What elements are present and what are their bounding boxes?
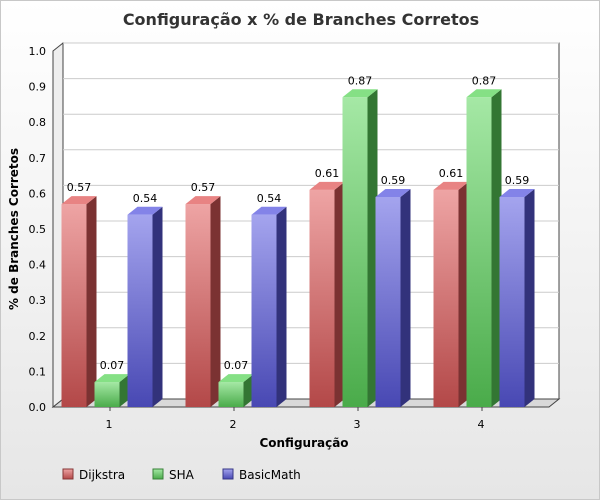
bar-sha: [218, 382, 244, 407]
data-label: 0.61: [315, 167, 340, 180]
legend-swatch-basicmath: [222, 468, 234, 480]
data-label: 0.59: [505, 174, 530, 187]
y-tick-label: 0.0: [29, 401, 47, 414]
bar-side-sha: [119, 374, 130, 407]
bar-side-basicmath: [152, 206, 163, 407]
bar-dijkstra: [309, 189, 335, 407]
bar-basicmath: [375, 196, 401, 407]
x-axis-ticks: 1 2 3 4: [106, 407, 485, 431]
data-label: 0.54: [257, 192, 282, 205]
bar-dijkstra: [185, 204, 211, 407]
bar-top-dijkstra: [309, 181, 345, 190]
bar-top-dijkstra: [433, 181, 469, 190]
data-label: 0.07: [100, 359, 125, 372]
y-tick-label: 1.0: [29, 45, 47, 58]
data-label: 0.61: [439, 167, 464, 180]
data-label: 0.57: [67, 181, 92, 194]
legend-label-basicmath: BasicMath: [239, 468, 301, 482]
bar-top-sha: [94, 374, 130, 383]
data-label: 0.07: [224, 359, 249, 372]
bar-top-basicmath: [251, 206, 287, 215]
y-tick-label: 0.8: [29, 116, 47, 129]
legend-swatch-dijkstra: [62, 468, 74, 480]
x-tick-label: 4: [478, 418, 485, 431]
y-axis-ticks: 0.0 0.1 0.2 0.3 0.4 0.5 0.6 0.7 0.8 0.9 1.0: [29, 45, 47, 414]
bar-top-sha: [342, 89, 378, 98]
x-axis-title: Configuração: [259, 436, 348, 450]
bar-dijkstra: [61, 204, 87, 407]
legend-label-sha: SHA: [169, 468, 195, 482]
bar-sha: [342, 97, 368, 407]
bar-basicmath: [127, 214, 153, 407]
bar-dijkstra: [433, 189, 459, 407]
bar-top-sha: [218, 374, 254, 383]
y-tick-label: 0.4: [29, 259, 47, 272]
bar-basicmath: [251, 214, 277, 407]
bar-side-dijkstra: [334, 181, 345, 407]
bar-basicmath: [499, 196, 525, 407]
bar-side-basicmath: [524, 188, 535, 407]
x-tick-label: 3: [354, 418, 361, 431]
legend: Dijkstra SHA BasicMath: [62, 468, 301, 482]
bar-top-basicmath: [499, 188, 535, 197]
legend-label-dijkstra: Dijkstra: [79, 468, 125, 482]
bar-top-sha: [466, 89, 502, 98]
data-label: 0.59: [381, 174, 406, 187]
bar-side-dijkstra: [210, 196, 221, 407]
bars: [61, 89, 535, 407]
bar-sha: [94, 382, 120, 407]
bar-side-sha: [243, 374, 254, 407]
bar-side-dijkstra: [86, 196, 97, 407]
bar-sha: [466, 97, 492, 407]
data-label: 0.87: [472, 74, 497, 87]
bar-side-sha: [491, 89, 502, 407]
bar-top-basicmath: [375, 188, 411, 197]
bar-top-dijkstra: [185, 196, 221, 205]
y-tick-label: 0.1: [29, 365, 47, 378]
bar-side-basicmath: [276, 206, 287, 407]
data-label: 0.57: [191, 181, 216, 194]
y-tick-label: 0.2: [29, 330, 47, 343]
data-labels: 0.57 0.07 0.54 0.57 0.07 0.54 0.61 0.87 0.59 0.61…: [67, 74, 530, 372]
bar-top-basicmath: [127, 206, 163, 215]
x-tick-label: 1: [106, 418, 113, 431]
y-tick-label: 0.5: [29, 223, 47, 236]
y-tick-label: 0.9: [29, 81, 47, 94]
bar-side-sha: [367, 89, 378, 407]
chart-title: Configuração x % de Branches Corretos: [123, 10, 479, 29]
legend-swatch-sha: [152, 468, 164, 480]
y-tick-label: 0.6: [29, 187, 47, 200]
y-tick-label: 0.3: [29, 294, 47, 307]
bar-side-dijkstra: [458, 181, 469, 407]
data-label: 0.87: [348, 74, 373, 87]
data-label: 0.54: [133, 192, 158, 205]
bar-top-dijkstra: [61, 196, 97, 205]
y-axis-title: % de Branches Corretos: [7, 148, 21, 310]
bar-side-basicmath: [400, 188, 411, 407]
y-tick-label: 0.7: [29, 152, 47, 165]
x-tick-label: 2: [230, 418, 237, 431]
